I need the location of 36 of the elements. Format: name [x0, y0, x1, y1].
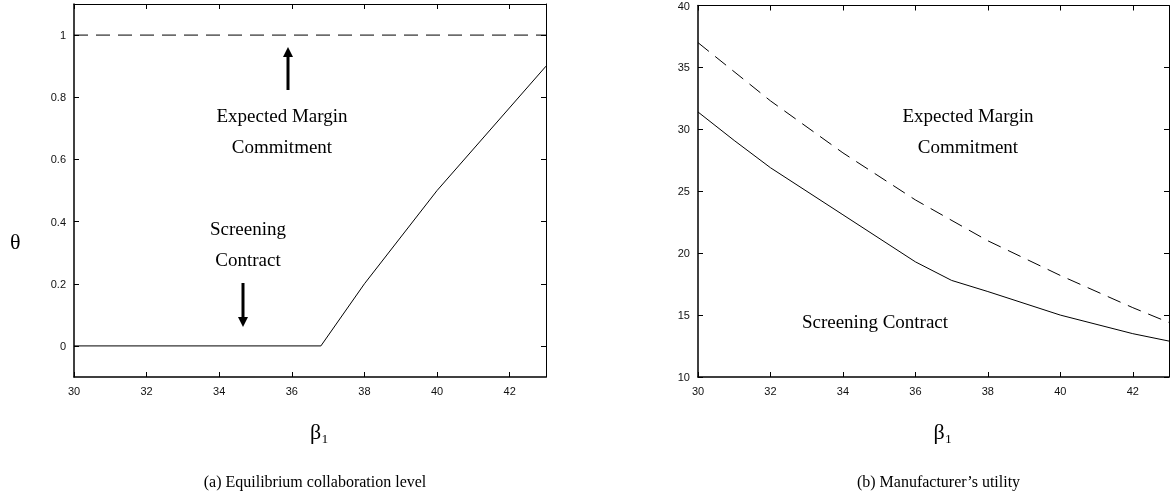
y-tick-label: 0.4: [50, 215, 66, 228]
y-axis-title: θ: [10, 229, 21, 254]
x-tick-label: 30: [67, 384, 81, 397]
x-tick-label: 40: [1054, 384, 1067, 397]
x-tick-label: 36: [909, 384, 922, 397]
y-tick-label: 10: [677, 371, 690, 383]
y-tick-label: 40: [677, 0, 690, 12]
x-tick-label: 32: [140, 384, 153, 397]
y-tick-label: 35: [677, 61, 690, 74]
annotation: Screening Contract: [801, 311, 949, 332]
y-tick-label: 25: [677, 185, 690, 198]
text: (a) Equilibrium collaboration level: [203, 472, 427, 491]
annotation: Expected Margin Commitment: [902, 105, 1035, 157]
y-tick-label: 0: [59, 339, 66, 352]
text: (b) Manufacturer’s utility: [856, 472, 1021, 491]
x-tick-label: 34: [213, 384, 226, 397]
x-tick-label: 32: [764, 384, 777, 397]
y-tick-label: 1: [59, 29, 66, 42]
x-tick-label: 36: [285, 384, 298, 397]
x-axis-title: β₁: [933, 418, 953, 444]
y-tick-label: 0.2: [50, 277, 66, 290]
x-tick-label: 38: [981, 384, 994, 397]
x-tick-label: 34: [836, 384, 850, 397]
x-tick-label: 38: [358, 384, 371, 397]
x-tick-label: 30: [691, 384, 705, 397]
y-tick-label: 30: [677, 123, 690, 136]
annotation: Screening Contract: [210, 218, 287, 270]
annotation: Expected Margin Commitment: [216, 105, 349, 157]
x-tick-label: 42: [1126, 384, 1139, 397]
y-tick-label: 0.6: [50, 153, 66, 166]
y-tick-label: 15: [677, 309, 690, 322]
x-axis-title: β₁: [309, 418, 329, 444]
y-tick-label: 20: [677, 247, 690, 260]
x-tick-label: 42: [503, 384, 516, 397]
x-tick-label: 40: [430, 384, 444, 397]
y-tick-label: 0.8: [50, 91, 66, 104]
